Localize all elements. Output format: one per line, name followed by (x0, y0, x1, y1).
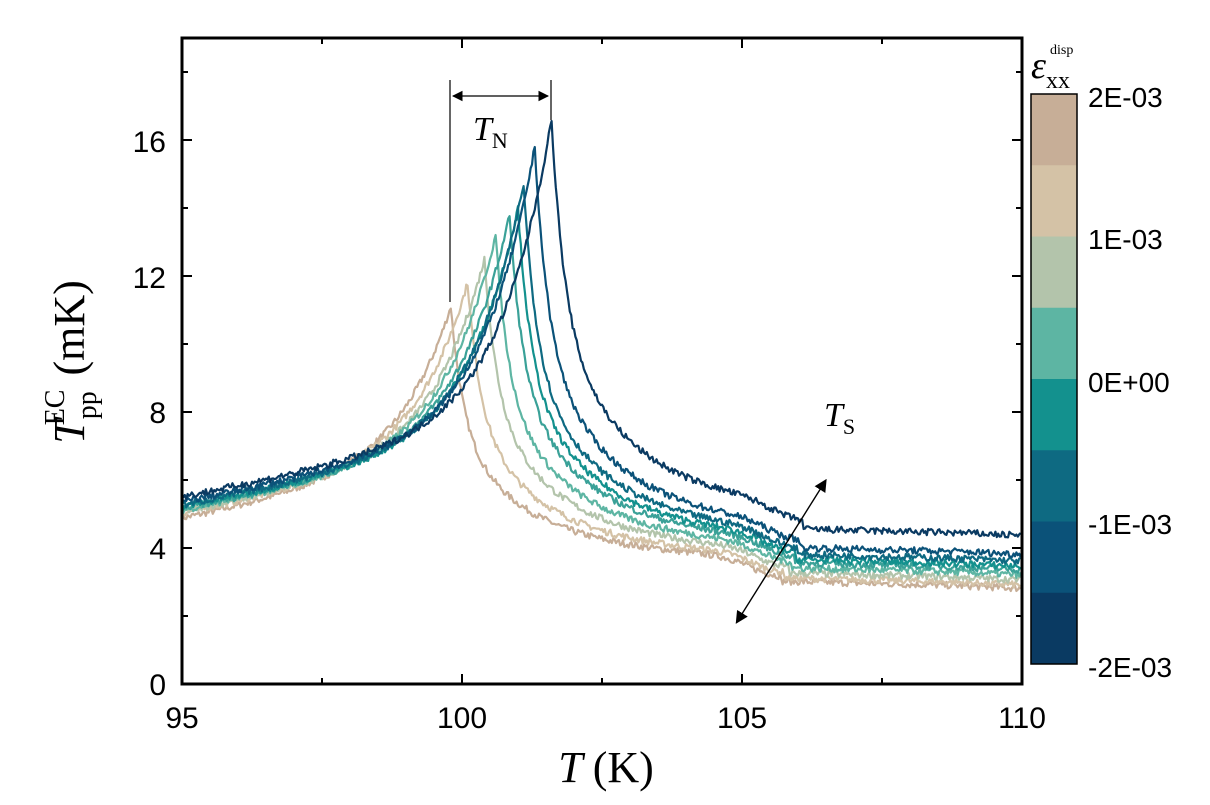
ts-shift-arrow (735, 478, 827, 624)
colorbar-title: εxxdisp (1031, 43, 1073, 94)
ts-label: TS (824, 397, 855, 439)
colorbar-tick-label: 1E-03 (1088, 224, 1163, 255)
x-tick-label: 110 (998, 702, 1046, 735)
y-tick-label: 12 (133, 262, 166, 295)
x-tick-label: 95 (165, 702, 198, 735)
x-tick-label: 100 (437, 702, 487, 735)
y-tick-label: 16 (133, 126, 166, 159)
colorbar-segment (1031, 165, 1077, 237)
y-tick-label: 0 (149, 669, 166, 702)
plot-frame (180, 36, 1024, 686)
colorbar-segment (1031, 592, 1077, 665)
colorbar-frame (1030, 93, 1078, 665)
y-tick-label: 8 (149, 397, 166, 430)
colorbar-segment (1031, 307, 1077, 380)
x-axis-label: T (K) (558, 743, 654, 792)
y-tick-label: 4 (149, 533, 166, 566)
colorbar-segment (1031, 450, 1077, 522)
series-line (181, 283, 1022, 589)
series-line (181, 119, 1022, 539)
axis-ticks (181, 38, 1023, 685)
series-line (180, 215, 1022, 574)
colorbar-tick-label: -2E-03 (1088, 652, 1172, 683)
colorbar-tick-label: 2E-03 (1088, 82, 1163, 113)
series-line (181, 233, 1022, 579)
colorbar-segment (1031, 379, 1077, 451)
tn-label: TN (473, 111, 508, 153)
colorbar-segment (1031, 236, 1077, 309)
series-line (180, 185, 1021, 565)
colorbar-tick-label: -1E-03 (1088, 509, 1172, 540)
colorbar-segment (1031, 94, 1077, 166)
colorbar-tick-label: 0E+00 (1088, 367, 1170, 398)
y-axis-label: TppEC(mK) (40, 280, 103, 444)
colorbar (1031, 94, 1077, 665)
series-line (181, 255, 1021, 584)
series-line (181, 145, 1022, 558)
x-tick-label: 105 (717, 702, 767, 735)
colorbar-segment (1031, 521, 1077, 594)
curve-group (180, 119, 1022, 593)
